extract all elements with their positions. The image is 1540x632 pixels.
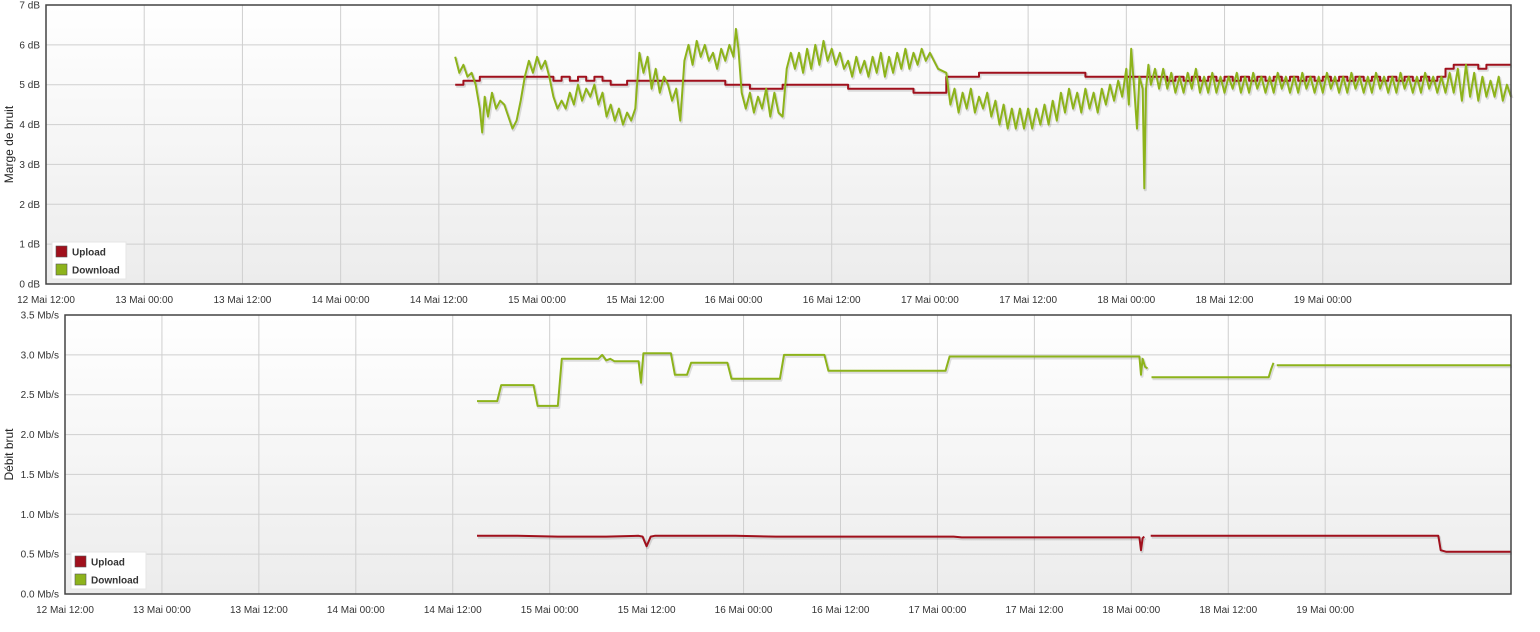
y-tick-label: 1.0 Mb/s <box>21 510 59 521</box>
x-tick-label: 17 Mai 00:00 <box>909 605 967 616</box>
series-upload <box>455 63 1512 96</box>
x-tick-label: 13 Mai 12:00 <box>230 605 288 616</box>
series-upload <box>477 534 1512 555</box>
x-tick-label: 13 Mai 00:00 <box>115 295 173 306</box>
x-tick-label: 14 Mai 00:00 <box>327 605 385 616</box>
chart-2: 0.0 Mb/s 0.5 Mb/s 1.0 Mb/s 1.5 Mb/s 2.0 Mb/s… <box>2 311 1512 616</box>
series-line-download <box>1151 362 1275 379</box>
series-line-upload <box>1150 534 1511 553</box>
y-tick-label: 0.0 Mb/s <box>21 590 59 601</box>
x-tick-label: 14 Mai 00:00 <box>312 295 370 306</box>
x-tick-label: 15 Mai 12:00 <box>618 605 676 616</box>
x-tick-label: 12 Mai 12:00 <box>36 605 94 616</box>
x-tick-label: 15 Mai 00:00 <box>521 605 579 616</box>
legend-label-download: Download <box>91 576 139 587</box>
y-tick-label: 3.0 Mb/s <box>21 350 59 361</box>
x-tick-label: 17 Mai 12:00 <box>999 295 1057 306</box>
y-axis-label: Marge de bruit <box>2 105 16 183</box>
y-tick-label: 4 dB <box>19 120 40 131</box>
x-tick-label: 16 Mai 00:00 <box>715 605 773 616</box>
legend-swatch-upload <box>74 555 87 568</box>
y-tick-label: 2.0 Mb/s <box>21 430 59 441</box>
y-tick-label: 3.5 Mb/s <box>21 311 59 322</box>
y-tick-label: 1.5 Mb/s <box>21 470 59 481</box>
series-download <box>454 27 1514 192</box>
y-tick-label: 0 dB <box>19 280 40 291</box>
y-tick-label: 5 dB <box>19 80 40 91</box>
y-tick-label: 3 dB <box>19 160 40 171</box>
x-tick-label: 15 Mai 00:00 <box>508 295 566 306</box>
x-tick-label: 16 Mai 00:00 <box>705 295 763 306</box>
series-line-download <box>454 27 1512 190</box>
y-tick-label: 2.5 Mb/s <box>21 390 59 401</box>
x-tick-label: 17 Mai 00:00 <box>901 295 959 306</box>
x-tick-label: 14 Mai 12:00 <box>424 605 482 616</box>
legend-label-upload: Upload <box>91 558 125 569</box>
plot-border <box>64 314 1512 595</box>
legend: Upload Download <box>51 241 127 280</box>
x-tick-label: 19 Mai 00:00 <box>1296 605 1354 616</box>
series-download <box>477 352 1512 409</box>
x-tick-label: 18 Mai 00:00 <box>1102 605 1160 616</box>
y-axis-label: Débit brut <box>2 428 16 481</box>
x-tick-label: 13 Mai 12:00 <box>214 295 272 306</box>
plot-area <box>65 315 1511 594</box>
legend-label-upload: Upload <box>72 248 106 259</box>
x-tick-label: 16 Mai 12:00 <box>812 605 870 616</box>
x-tick-label: 17 Mai 12:00 <box>1005 605 1063 616</box>
series-line-upload <box>455 63 1511 94</box>
legend-swatch-upload <box>55 245 68 258</box>
y-tick-label: 6 dB <box>19 40 40 51</box>
x-tick-label: 19 Mai 00:00 <box>1294 295 1352 306</box>
legend-swatch-download <box>55 263 68 276</box>
y-tick-label: 2 dB <box>19 200 40 211</box>
legend-swatch-download <box>74 573 87 586</box>
legend: Upload Download <box>70 551 147 590</box>
x-tick-label: 14 Mai 12:00 <box>410 295 468 306</box>
series-line-download <box>477 352 1149 407</box>
plot-border <box>45 4 1512 285</box>
y-tick-label: 1 dB <box>19 240 40 251</box>
legend-label-download: Download <box>72 266 120 277</box>
x-tick-label: 18 Mai 12:00 <box>1196 295 1254 306</box>
series-line-upload <box>477 534 1145 552</box>
chart-1: 0 dB 1 dB 2 dB 3 dB 4 dB 5 dB 6 dB 7 dB 12 Mai 1… <box>2 1 1514 306</box>
x-tick-label: 12 Mai 12:00 <box>17 295 75 306</box>
x-tick-label: 18 Mai 00:00 <box>1097 295 1155 306</box>
x-tick-label: 16 Mai 12:00 <box>803 295 861 306</box>
y-tick-label: 0.5 Mb/s <box>21 550 59 561</box>
series-line-shadow <box>1152 363 1276 381</box>
x-tick-label: 13 Mai 00:00 <box>133 605 191 616</box>
x-tick-label: 18 Mai 12:00 <box>1199 605 1257 616</box>
x-tick-label: 15 Mai 12:00 <box>606 295 664 306</box>
y-tick-label: 7 dB <box>19 1 40 12</box>
plot-area <box>46 5 1511 284</box>
